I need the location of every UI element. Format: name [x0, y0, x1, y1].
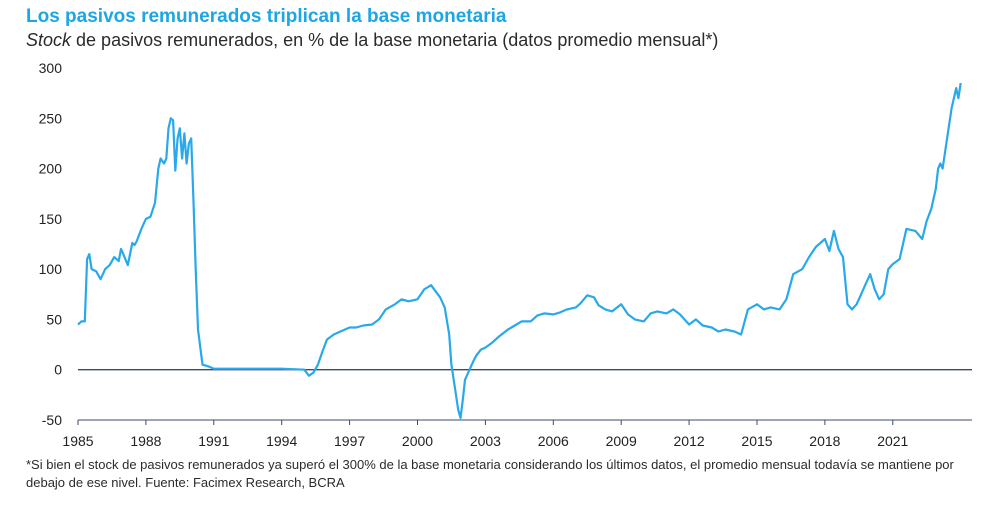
y-tick-label: 100 — [39, 261, 63, 277]
subtitle-rest: de pasivos remunerados, en % de la base … — [71, 30, 719, 50]
x-tick-label: 1991 — [198, 433, 229, 449]
x-tick-label: 2009 — [606, 433, 637, 449]
x-tick-label: 2021 — [877, 433, 908, 449]
x-tick-label: 1988 — [130, 433, 161, 449]
x-tick-label: 2018 — [809, 433, 840, 449]
y-tick-label: 250 — [39, 110, 63, 126]
chart-title: Los pasivos remunerados triplican la bas… — [26, 6, 507, 27]
x-tick-label: 2015 — [741, 433, 772, 449]
x-tick-label: 1985 — [62, 433, 93, 449]
x-tick-label: 2000 — [402, 433, 433, 449]
chart-subtitle: Stock de pasivos remunerados, en % de la… — [26, 30, 718, 51]
x-tick-label: 1997 — [334, 433, 365, 449]
y-axis-ticks: -50 0 50 100 150 200 250 300 — [39, 60, 63, 428]
footnote: *Si bien el stock de pasivos remunerados… — [26, 457, 954, 490]
series-line-pasivos-remunerados — [77, 82, 962, 420]
y-tick-label: 0 — [54, 362, 62, 378]
x-tick-label: 2012 — [674, 433, 705, 449]
y-tick-label: 50 — [46, 311, 62, 327]
y-tick-label: 200 — [39, 161, 63, 177]
y-tick-label: 300 — [39, 60, 63, 76]
x-tick-label: 2006 — [538, 433, 569, 449]
x-tick-label: 2003 — [470, 433, 501, 449]
x-tick-label: 1994 — [266, 433, 297, 449]
x-axis-ticks: 1985 1988 1991 1994 1997 2000 2003 2006 2009 2012… — [62, 420, 909, 449]
y-tick-label: -50 — [42, 412, 62, 428]
y-tick-label: 150 — [39, 211, 63, 227]
subtitle-italic: Stock — [26, 30, 72, 50]
